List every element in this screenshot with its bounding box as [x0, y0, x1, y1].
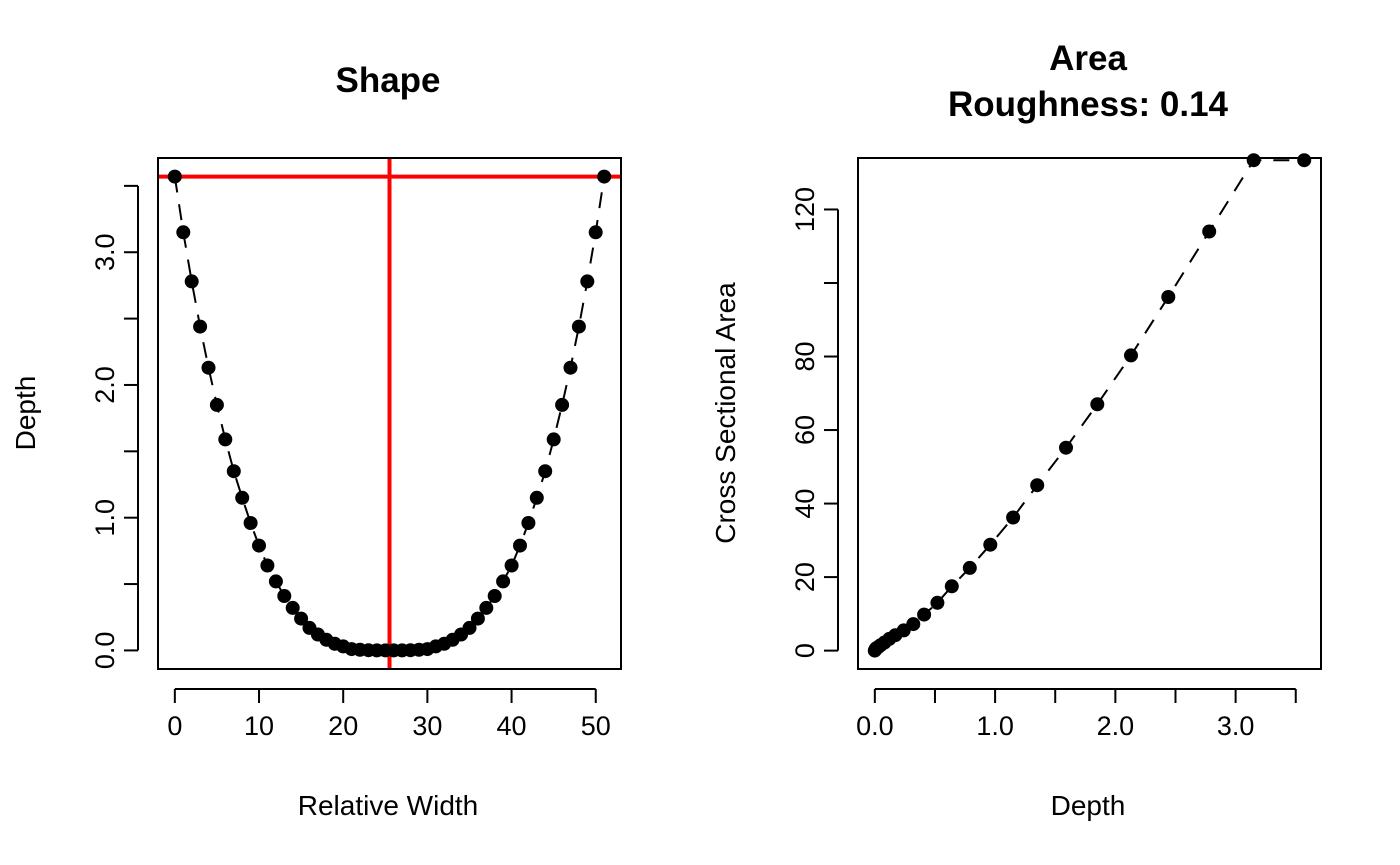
- shape-y-tick-label: 3.0: [90, 233, 120, 271]
- area-point: [917, 607, 932, 622]
- shape-point: [470, 611, 485, 626]
- area-point: [930, 595, 945, 610]
- area-y-tick-label: 20: [790, 562, 820, 592]
- shape-point: [260, 558, 275, 573]
- area-y-tick-label: 80: [790, 341, 820, 371]
- shape-point: [285, 600, 300, 615]
- shape-point: [218, 432, 233, 447]
- area-x-tick-label: 1.0: [976, 711, 1014, 741]
- area-y-tick-label: 0: [790, 643, 820, 658]
- shape-reference-lines: [158, 158, 621, 669]
- area-points: [867, 153, 1312, 658]
- area-point: [1006, 510, 1021, 525]
- shape-point: [487, 589, 502, 603]
- shape-x-tick-label: 40: [497, 711, 527, 741]
- shape-plot-frame: [157, 157, 622, 670]
- shape-point: [521, 516, 536, 530]
- area-point: [1161, 290, 1176, 304]
- shape-x-tick-label: 50: [581, 711, 611, 741]
- area-plot-frame: [857, 157, 1322, 670]
- shape-panel: Shape Relative Width Depth 0 10 20 30 40 50 0.…: [10, 61, 622, 821]
- shape-point: [496, 574, 511, 589]
- shape-x-tick-label: 0: [167, 711, 182, 741]
- shape-point: [462, 620, 477, 635]
- area-point: [1202, 224, 1217, 239]
- shape-y-tick-label: 1.0: [90, 499, 120, 537]
- area-point: [962, 560, 977, 575]
- shape-point: [580, 274, 595, 289]
- shape-point: [555, 397, 570, 412]
- shape-points: [167, 169, 612, 658]
- shape-x-tick-label: 20: [328, 711, 358, 741]
- area-axes: 0.0 1.0 2.0 3.0 0 20 40 60 80 120: [790, 187, 1297, 741]
- shape-point: [504, 558, 519, 573]
- shape-xlabel: Relative Width: [298, 790, 479, 821]
- shape-point: [243, 516, 258, 530]
- shape-point: [571, 319, 586, 334]
- shape-point: [563, 360, 578, 375]
- area-xlabel: Depth: [1051, 790, 1126, 821]
- shape-y-tick-label: 2.0: [90, 366, 120, 404]
- shape-point: [538, 464, 553, 479]
- area-title: Area: [1049, 39, 1127, 78]
- area-subtitle: Roughness: 0.14: [948, 85, 1229, 124]
- area-point: [1124, 348, 1138, 363]
- shape-point: [235, 490, 250, 505]
- shape-point: [597, 169, 612, 184]
- area-point: [1297, 153, 1312, 168]
- area-point: [906, 617, 921, 632]
- shape-point: [268, 574, 283, 589]
- shape-point: [546, 432, 561, 447]
- shape-axes: 0 10 20 30 40 50 0.0 1.0 2.0 3.0: [90, 184, 611, 741]
- shape-point: [167, 169, 182, 184]
- area-x-tick-label: 2.0: [1097, 711, 1135, 741]
- shape-y-tick-label: 0.0: [90, 632, 120, 670]
- area-point: [944, 579, 959, 594]
- area-point: [1059, 440, 1073, 455]
- area-point: [983, 537, 998, 552]
- area-y-tick-label: 40: [790, 489, 820, 519]
- area-x-tick-label: 0.0: [856, 711, 894, 741]
- shape-point: [479, 600, 494, 615]
- shape-point: [209, 397, 224, 412]
- shape-point: [588, 225, 603, 240]
- shape-point: [193, 319, 208, 334]
- shape-point: [513, 538, 527, 553]
- shape-point: [226, 464, 241, 479]
- area-series-0-path: [873, 159, 1305, 652]
- shape-ylabel: Depth: [10, 376, 41, 451]
- shape-point: [184, 274, 199, 289]
- area-x-tick-label: 3.0: [1217, 711, 1255, 741]
- shape-title: Shape: [335, 61, 440, 100]
- shape-point: [529, 490, 544, 505]
- area-series-line: [873, 159, 1305, 652]
- area-panel: Area Roughness: 0.14 Depth Cross Section…: [710, 39, 1322, 821]
- shape-x-tick-label: 10: [244, 711, 274, 741]
- area-point: [1030, 478, 1045, 493]
- shape-point: [252, 538, 266, 553]
- shape-point: [294, 611, 309, 626]
- shape-point: [277, 589, 292, 603]
- area-y-tick-label: 120: [790, 187, 820, 232]
- shape-point: [201, 360, 216, 375]
- shape-x-tick-label: 30: [412, 711, 442, 741]
- area-y-tick-label: 60: [790, 415, 820, 445]
- area-ylabel: Cross Sectional Area: [710, 282, 741, 544]
- area-point: [1090, 397, 1105, 412]
- area-point: [1246, 153, 1261, 168]
- shape-point: [176, 225, 191, 240]
